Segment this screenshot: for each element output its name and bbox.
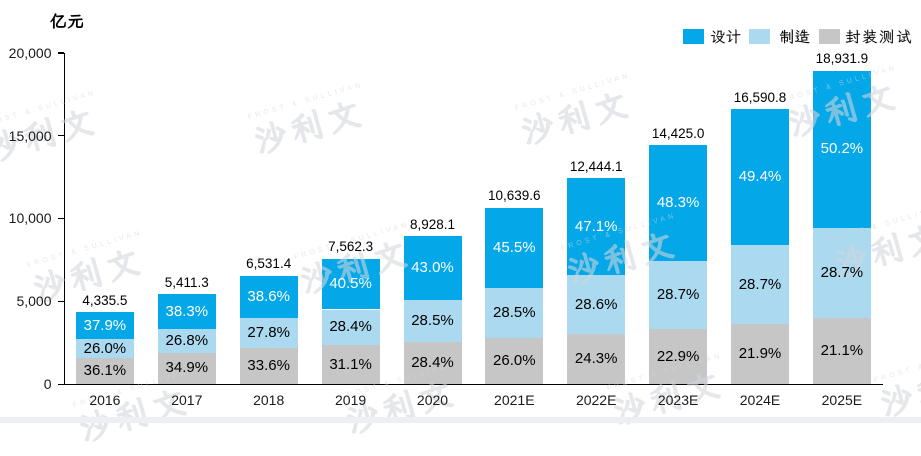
- svg-text:FROST & SULLIVAN: FROST & SULLIVAN: [873, 344, 921, 384]
